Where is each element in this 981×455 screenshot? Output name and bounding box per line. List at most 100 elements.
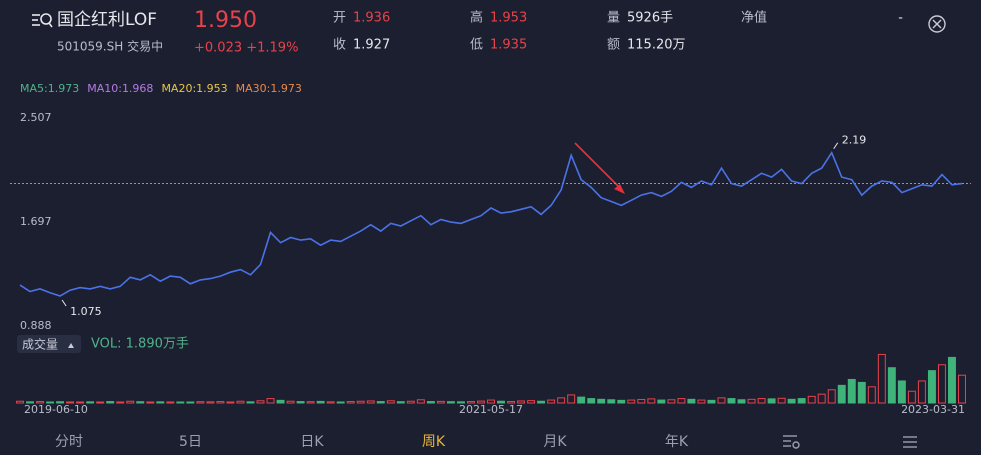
- quote-label: 收: [333, 38, 346, 53]
- quote-value: 1.936: [353, 11, 390, 26]
- volume-bar: [577, 396, 586, 404]
- volume-bar: [56, 401, 65, 404]
- quote-label: 开: [333, 11, 346, 26]
- volume-bar: [557, 397, 566, 404]
- ma-legend: MA10:1.968: [87, 82, 153, 95]
- volume-bar: [386, 400, 395, 404]
- search-icon[interactable]: [32, 13, 53, 28]
- x-tick-label: 2023-03-31: [901, 403, 965, 416]
- volume-bar: [837, 384, 846, 404]
- volume-title: VOL: 1.890万手: [91, 337, 189, 352]
- volume-bar: [296, 401, 305, 404]
- volume-bar: [917, 380, 926, 404]
- volume-bar: [286, 400, 295, 404]
- volume-bar: [767, 398, 776, 404]
- y-tick-label: 0.888: [20, 319, 52, 332]
- volume-bar: [356, 400, 365, 404]
- volume-bar: [817, 393, 826, 404]
- volume-bar: [206, 401, 215, 404]
- volume-bar: [527, 400, 536, 404]
- volume-bar: [176, 401, 185, 404]
- volume-bar: [757, 398, 766, 404]
- volume-bar: [376, 401, 385, 404]
- volume-bar: [657, 399, 666, 404]
- price: 1.950: [194, 8, 257, 33]
- volume-bar: [587, 398, 596, 404]
- annotation-arrow: [61, 299, 67, 307]
- volume-bar: [937, 364, 946, 404]
- volume-bar: [396, 401, 405, 404]
- volume-bar: [797, 398, 806, 404]
- volume-bar: [326, 401, 335, 404]
- close-button[interactable]: [928, 15, 946, 33]
- volume-bar: [607, 399, 616, 404]
- volume-bar: [497, 400, 505, 404]
- ma-legend: MA20:1.953: [161, 82, 227, 95]
- volume-bar: [406, 400, 415, 404]
- volume-bar: [597, 398, 606, 404]
- stock-code: 501059.SH 交易中: [57, 39, 163, 54]
- tab[interactable]: 年K: [665, 434, 689, 450]
- price-change: +0.023 +1.19%: [194, 41, 298, 56]
- volume-bar: [456, 401, 465, 404]
- volume-bar: [777, 397, 786, 404]
- volume-bar: [958, 374, 966, 404]
- volume-bar: [216, 401, 225, 404]
- volume-bar: [927, 370, 936, 404]
- volume-bar: [106, 401, 115, 404]
- volume-bar: [246, 401, 255, 404]
- volume-bar: [186, 401, 195, 404]
- volume-bar: [266, 398, 275, 404]
- volume-bar: [707, 399, 716, 404]
- volume-bar: [136, 401, 145, 404]
- quote-label: 高: [470, 10, 483, 26]
- volume-bar: [747, 398, 756, 404]
- quote-label: 净值: [741, 10, 767, 26]
- volume-bar: [617, 399, 626, 404]
- volume-bar: [697, 399, 706, 404]
- quote-label: 量: [607, 11, 620, 26]
- annotation: 2.19: [842, 134, 867, 147]
- volume-bar: [146, 401, 155, 404]
- volume-bar: [446, 401, 455, 404]
- stock-name: 国企红利LOF: [57, 10, 157, 30]
- quote-value: 1.927: [353, 38, 390, 53]
- volume-bar: [16, 400, 24, 404]
- volume-bar: [156, 401, 165, 404]
- ma-legend: MA5:1.973: [20, 82, 79, 95]
- volume-bar: [36, 401, 45, 404]
- volume-button[interactable]: [17, 335, 81, 353]
- volume-bar: [827, 389, 836, 404]
- tab[interactable]: 月K: [543, 434, 567, 450]
- volume-bar: [948, 356, 956, 404]
- volume-bar: [847, 378, 856, 404]
- x-tick-label: 2019-06-10: [24, 403, 88, 416]
- tab[interactable]: 5日: [179, 434, 202, 450]
- volume-bar: [787, 398, 796, 404]
- arrow: [574, 142, 623, 191]
- volume-bar: [477, 400, 485, 404]
- volume-button-caret[interactable]: [68, 343, 74, 348]
- volume-bar: [907, 390, 916, 404]
- tab[interactable]: 分时: [55, 434, 83, 450]
- quote-label: 额: [607, 38, 620, 53]
- tab[interactable]: 日K: [300, 434, 324, 450]
- volume-button-label[interactable]: 成交量: [22, 337, 58, 352]
- tab-icon[interactable]: [783, 435, 917, 449]
- quote-value: -: [898, 11, 903, 26]
- quote-value: 1.953: [490, 11, 527, 26]
- quote-value: 115.20万: [627, 38, 686, 53]
- annotation: 1.075: [70, 305, 102, 318]
- volume-bar: [567, 394, 576, 404]
- volume-bar: [507, 401, 516, 404]
- volume-bar: [166, 401, 175, 404]
- price-line-series: [19, 150, 963, 297]
- volume-bar: [897, 380, 906, 404]
- volume-bar: [517, 400, 526, 404]
- quote-value: 1.935: [490, 38, 527, 53]
- quote-value: 5926手: [627, 11, 673, 26]
- volume-bar: [86, 401, 95, 404]
- tab[interactable]: 周K: [422, 434, 446, 450]
- volume-bar: [647, 398, 656, 404]
